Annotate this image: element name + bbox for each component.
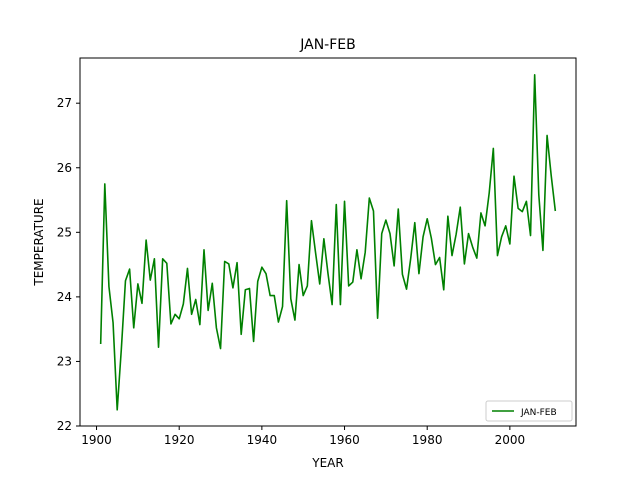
y-tick-label: 25 [57, 225, 72, 239]
y-axis-label: TEMPERATURE [32, 198, 46, 286]
y-tick-label: 23 [57, 354, 72, 368]
legend-box [485, 400, 573, 422]
plot-frame [79, 57, 577, 427]
x-tick-label: 1920 [164, 433, 195, 447]
y-tick-label: 26 [57, 161, 72, 175]
x-axis: 1900 1920 1940 1960 1980 2000 [81, 426, 525, 447]
y-tick-label: 22 [57, 419, 72, 433]
chart-title: JAN-FEB [299, 37, 356, 53]
plot-series-layer [99, 73, 557, 411]
legend: JAN-FEB [485, 400, 573, 422]
x-axis-label: YEAR [311, 456, 343, 470]
x-tick-label: 1900 [81, 433, 112, 447]
y-axis: 22 23 24 25 26 27 [57, 96, 80, 433]
x-tick-label: 1960 [329, 433, 360, 447]
x-tick-label: 1980 [412, 433, 443, 447]
x-tick-label: 2000 [495, 433, 526, 447]
legend-label: JAN-FEB [520, 408, 557, 418]
y-tick-label: 24 [57, 290, 72, 304]
x-tick-label: 1940 [247, 433, 278, 447]
series-line-0 [99, 73, 557, 411]
y-tick-label: 27 [57, 96, 72, 110]
